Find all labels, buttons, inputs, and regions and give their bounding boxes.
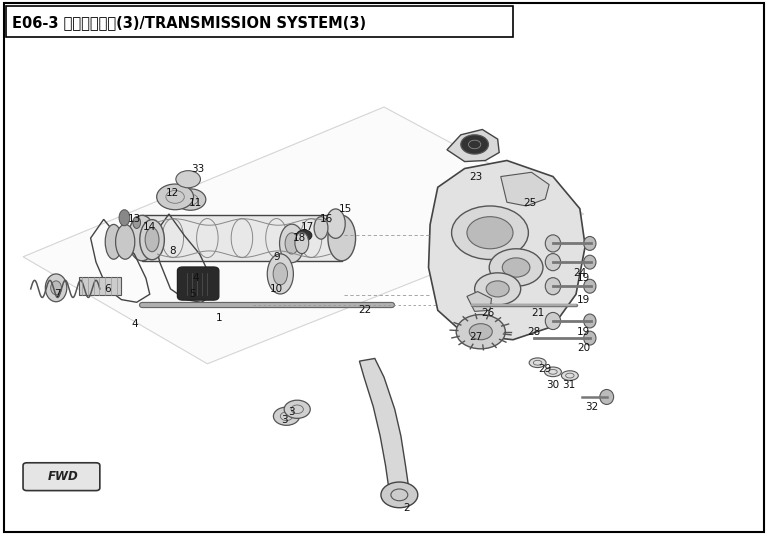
Ellipse shape: [140, 220, 164, 260]
Text: 3: 3: [289, 407, 295, 417]
Text: 13: 13: [127, 215, 141, 224]
Polygon shape: [359, 358, 409, 502]
Text: 21: 21: [531, 308, 545, 318]
Ellipse shape: [119, 210, 130, 226]
Text: 5: 5: [189, 289, 195, 299]
Ellipse shape: [545, 278, 561, 295]
Text: 12: 12: [166, 188, 180, 197]
Ellipse shape: [285, 233, 299, 254]
Text: 14: 14: [143, 223, 157, 232]
Circle shape: [467, 217, 513, 249]
Text: 22: 22: [358, 305, 372, 315]
FancyBboxPatch shape: [177, 267, 219, 300]
Ellipse shape: [545, 312, 561, 330]
Ellipse shape: [561, 371, 578, 380]
Circle shape: [381, 482, 418, 508]
Ellipse shape: [267, 254, 293, 294]
Circle shape: [475, 273, 521, 305]
Text: 2: 2: [404, 503, 410, 513]
Text: 26: 26: [481, 308, 495, 318]
Text: 25: 25: [523, 198, 537, 208]
Ellipse shape: [584, 314, 596, 328]
Text: 10: 10: [270, 284, 283, 294]
Circle shape: [486, 281, 509, 297]
Text: 3: 3: [281, 415, 287, 425]
Ellipse shape: [145, 228, 159, 252]
Ellipse shape: [51, 281, 61, 295]
Circle shape: [452, 206, 528, 259]
Text: 1: 1: [216, 314, 222, 323]
Circle shape: [157, 184, 194, 210]
Ellipse shape: [128, 216, 156, 261]
Ellipse shape: [600, 389, 614, 404]
Polygon shape: [447, 129, 499, 162]
Ellipse shape: [273, 263, 287, 285]
Text: 4: 4: [131, 319, 137, 328]
Circle shape: [489, 249, 543, 286]
Ellipse shape: [133, 217, 141, 228]
Text: 19: 19: [577, 273, 591, 283]
Text: 4: 4: [193, 273, 199, 283]
Ellipse shape: [45, 274, 67, 302]
Text: 8: 8: [170, 247, 176, 256]
Text: 27: 27: [469, 332, 483, 342]
Text: 19: 19: [577, 327, 591, 337]
Text: 29: 29: [538, 364, 552, 374]
Text: 16: 16: [319, 215, 333, 224]
Ellipse shape: [545, 235, 561, 252]
Text: E06-3 换档变速总成(3)/TRANSMISSION SYSTEM(3): E06-3 换档变速总成(3)/TRANSMISSION SYSTEM(3): [12, 15, 366, 30]
Text: FWD: FWD: [48, 470, 78, 483]
Circle shape: [273, 407, 300, 425]
Ellipse shape: [326, 209, 346, 239]
Ellipse shape: [584, 255, 596, 269]
Ellipse shape: [584, 331, 596, 345]
Ellipse shape: [295, 232, 309, 254]
Ellipse shape: [545, 367, 561, 377]
Text: 6: 6: [104, 284, 111, 294]
Ellipse shape: [314, 217, 328, 239]
Text: 17: 17: [300, 223, 314, 232]
Text: 33: 33: [190, 164, 204, 173]
Polygon shape: [429, 160, 585, 340]
Ellipse shape: [584, 236, 596, 250]
Text: 24: 24: [573, 268, 587, 278]
Bar: [6, 6, 513, 37]
Text: 31: 31: [561, 380, 575, 390]
Text: 28: 28: [527, 327, 541, 337]
Ellipse shape: [328, 216, 356, 261]
Text: 20: 20: [577, 343, 591, 353]
Ellipse shape: [280, 224, 304, 263]
Circle shape: [502, 258, 530, 277]
Circle shape: [461, 135, 488, 154]
Text: 7: 7: [55, 289, 61, 299]
Circle shape: [469, 324, 492, 340]
Text: 11: 11: [189, 198, 203, 208]
Text: 30: 30: [546, 380, 560, 390]
FancyBboxPatch shape: [23, 463, 100, 491]
Ellipse shape: [584, 279, 596, 293]
Circle shape: [456, 315, 505, 349]
Text: 32: 32: [584, 402, 598, 411]
Circle shape: [175, 189, 206, 210]
Text: 19: 19: [577, 295, 591, 304]
Text: 18: 18: [293, 233, 306, 243]
Ellipse shape: [105, 225, 122, 259]
Bar: [142, 216, 342, 261]
Circle shape: [176, 171, 200, 188]
Polygon shape: [23, 107, 584, 364]
Text: 15: 15: [339, 204, 353, 213]
Text: 23: 23: [469, 172, 483, 181]
Circle shape: [284, 400, 310, 418]
Ellipse shape: [545, 254, 561, 271]
Text: 9: 9: [273, 252, 280, 262]
Bar: [79, 277, 121, 295]
Ellipse shape: [115, 225, 135, 259]
Ellipse shape: [529, 358, 546, 368]
Polygon shape: [501, 172, 549, 206]
Polygon shape: [467, 292, 492, 311]
Circle shape: [296, 230, 312, 241]
